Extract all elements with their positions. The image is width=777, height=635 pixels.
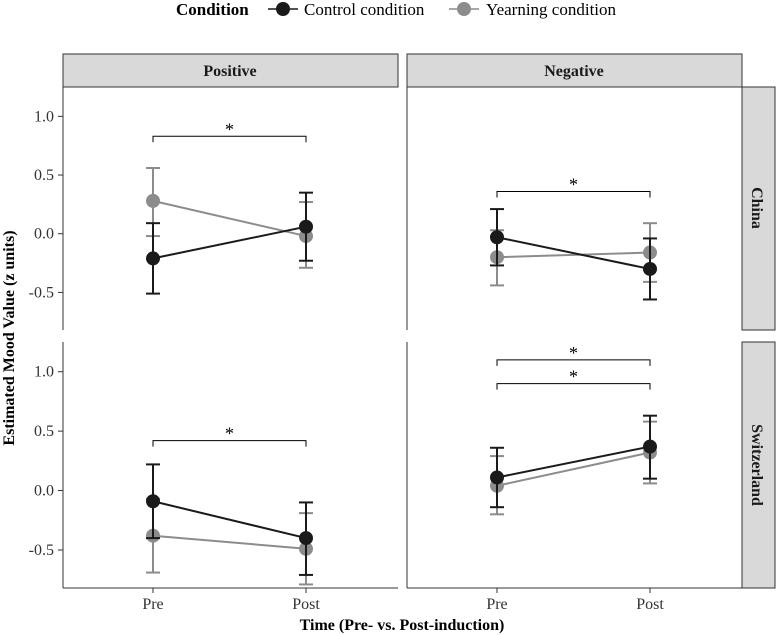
legend-title: Condition [176, 0, 249, 19]
series-control-positive-china [146, 193, 313, 294]
legend: Condition Control condition Yearning con… [176, 0, 617, 19]
series-line-control [153, 501, 306, 538]
x-tick-label-pre: Pre [142, 596, 163, 613]
series-yearning-negative-switzerland [490, 422, 657, 515]
x-ticks: Pre Post Pre Post [142, 588, 664, 613]
strip-label-switzerland: Switzerland [748, 424, 765, 506]
series-control-positive-switzerland [146, 464, 313, 575]
point-control [643, 262, 657, 276]
y-tick-label-china: 1.0 [34, 108, 54, 125]
data-series [146, 168, 657, 584]
series-line-yearning [497, 453, 650, 486]
y-tick-label-switzerland: 0.5 [34, 423, 54, 440]
series-line-control [497, 447, 650, 478]
point-control [146, 251, 160, 265]
point-control [146, 494, 160, 508]
series-yearning-negative-china [490, 223, 657, 285]
series-control-negative-switzerland [490, 416, 657, 508]
strip-label-negative: Negative [544, 63, 604, 80]
faceted-line-chart: Condition Control condition Yearning con… [0, 0, 777, 635]
y-tick-label-china: 0.0 [34, 226, 54, 243]
y-tick-label-switzerland: -0.5 [29, 542, 54, 559]
sig-star-negative-switzerland: * [569, 367, 578, 387]
legend-label-yearning: Yearning condition [486, 0, 617, 19]
point-control [643, 440, 657, 454]
legend-label-control: Control condition [304, 0, 425, 19]
strip-label-positive: Positive [203, 63, 256, 80]
series-line-yearning [153, 536, 306, 549]
point-control [490, 470, 504, 484]
point-control [299, 531, 313, 545]
point-control [490, 230, 504, 244]
sig-star-negative-switzerland: * [569, 343, 578, 363]
y-tick-label-switzerland: 1.0 [34, 364, 54, 381]
sig-star-positive-switzerland: * [225, 424, 234, 444]
strip-label-china: China [748, 187, 765, 229]
series-yearning-positive-china [146, 168, 313, 268]
x-tick-label-post: Post [292, 596, 320, 613]
series-yearning-positive-switzerland [146, 499, 313, 585]
significance-brackets: * * * * * [153, 119, 650, 446]
point-control [299, 220, 313, 234]
y-ticks: 1.0 0.5 0.0 -0.5 1.0 0.5 0.0 -0.5 [29, 108, 63, 559]
point-yearning [146, 194, 160, 208]
series-line-control [153, 227, 306, 259]
y-tick-label-china: -0.5 [29, 284, 54, 301]
y-tick-label-switzerland: 0.0 [34, 483, 54, 500]
y-tick-label-china: 0.5 [34, 167, 54, 184]
sig-star-negative-china: * [569, 174, 578, 194]
x-axis-title: Time (Pre- vs. Post-induction) [300, 617, 505, 634]
x-tick-label-pre: Pre [486, 596, 507, 613]
x-tick-label-post: Post [636, 596, 664, 613]
y-axis-title: Estimated Mood Value (z units) [1, 230, 18, 445]
sig-star-positive-china: * [225, 119, 234, 139]
